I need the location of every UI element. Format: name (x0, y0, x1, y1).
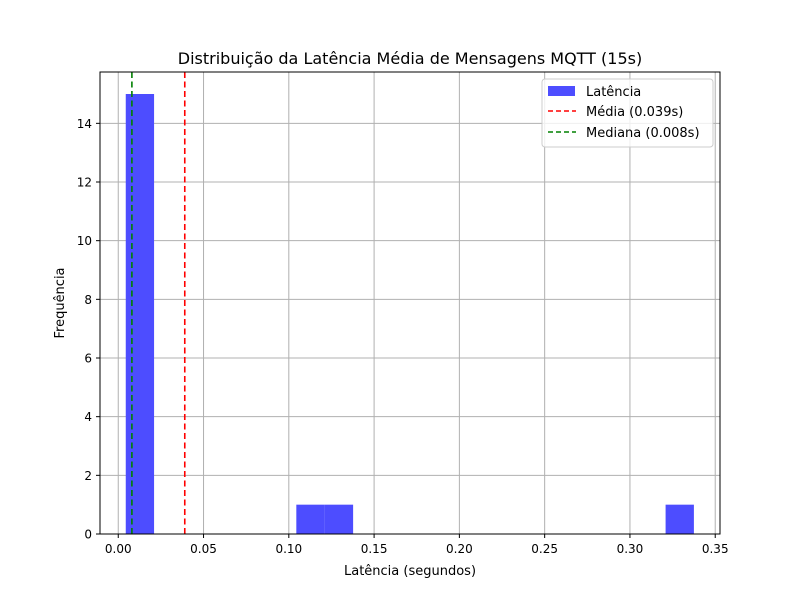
y-tick-label: 4 (84, 410, 92, 424)
histogram-bars (125, 94, 694, 534)
legend-box (541, 78, 714, 148)
y-tick-label: 8 (84, 293, 92, 307)
y-tick-label: 2 (84, 469, 92, 483)
histogram-bar (324, 504, 354, 534)
x-tick-label: 0.25 (531, 542, 558, 556)
x-tick-label: 0.05 (190, 542, 217, 556)
y-tick-label: 0 (84, 528, 92, 542)
x-tick-label: 0.10 (275, 542, 302, 556)
x-axis-ticks: 0.00 0.05 0.10 0.15 0.20 0.25 0.30 0.35 (105, 534, 729, 556)
legend-swatch-latencia (548, 86, 575, 96)
reference-lines (131, 72, 186, 534)
x-tick-label: 0.30 (617, 542, 644, 556)
legend: Latência Média (0.039s) Mediana (0.008s) (541, 78, 714, 148)
histogram-bar (125, 94, 155, 534)
legend-label-media: Média (0.039s) (586, 105, 683, 120)
x-tick-label: 0.35 (702, 542, 729, 556)
y-tick-label: 12 (77, 176, 92, 190)
legend-label-mediana: Mediana (0.008s) (586, 126, 700, 141)
x-tick-label: 0.15 (361, 542, 388, 556)
plot-frame (99, 71, 721, 535)
histogram-bar (296, 504, 325, 534)
y-tick-label: 14 (77, 117, 92, 131)
x-tick-label: 0.20 (446, 542, 473, 556)
y-axis-ticks: 0 2 4 6 8 10 12 14 (77, 117, 100, 542)
y-tick-label: 6 (84, 352, 92, 366)
y-axis-label: Frequência (53, 267, 68, 338)
x-axis-label: Latência (segundos) (344, 564, 476, 579)
y-tick-label: 10 (77, 234, 92, 248)
chart-title: Distribuição da Latência Média de Mensag… (178, 49, 642, 68)
x-tick-label: 0.00 (105, 542, 132, 556)
histogram-bar (665, 504, 694, 534)
legend-label-latencia: Latência (586, 85, 641, 100)
